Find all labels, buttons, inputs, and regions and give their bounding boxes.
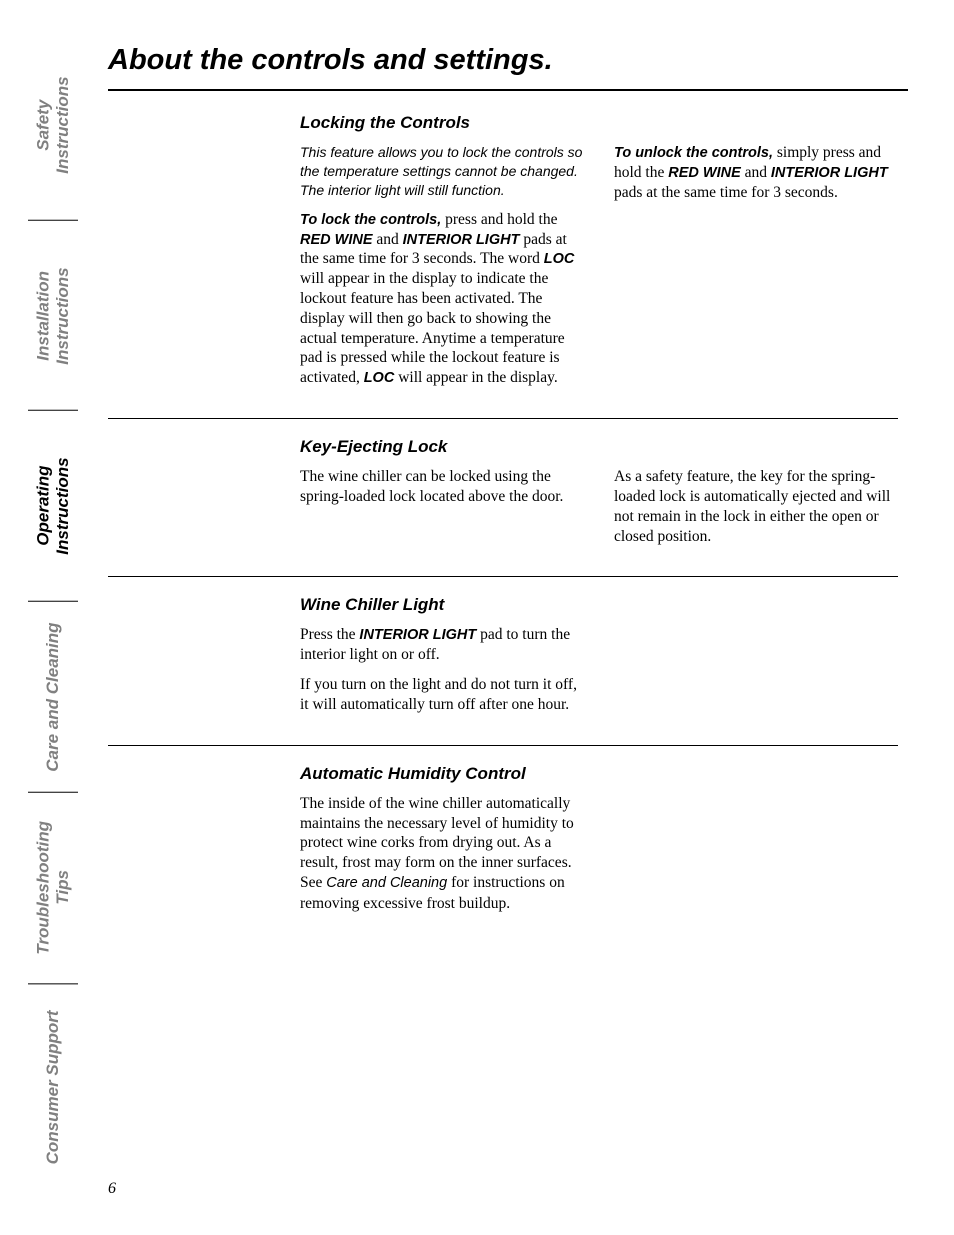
lock-instructions: To lock the controls, press and hold the… [300,210,584,388]
col-left: Press the INTERIOR LIGHT pad to turn the… [300,625,584,724]
heading-locking: Locking the Controls [300,113,898,133]
section-humidity: Automatic Humidity Control The inside of… [108,764,898,924]
unlock-instructions: To unlock the controls, simply press and… [614,143,898,202]
col-right: To unlock the controls, simply press and… [614,143,898,398]
tab-label: OperatingInstructions [33,458,72,555]
col-left: This feature allows you to lock the cont… [300,143,584,398]
section-light: Wine Chiller Light Press the INTERIOR LI… [108,595,898,724]
heading-light: Wine Chiller Light [300,595,898,615]
heading-humidity: Automatic Humidity Control [300,764,898,784]
key-right-text: As a safety feature, the key for the spr… [614,467,898,546]
heading-key: Key-Ejecting Lock [300,437,898,457]
side-tabs: Safety Instructions InstallationInstruct… [28,30,78,1190]
tab-consumer[interactable]: Consumer Support [28,983,78,1190]
page-number: 6 [108,1180,116,1198]
tab-care[interactable]: Care and Cleaning [28,601,78,792]
key-left-text: The wine chiller can be locked using the… [300,467,584,507]
rule [108,576,898,577]
col-right: As a safety feature, the key for the spr… [614,467,898,556]
main-content: About the controls and settings. Locking… [108,44,908,923]
col-right [614,625,898,724]
light-p2: If you turn on the light and do not turn… [300,675,584,715]
section-locking: Locking the Controls This feature allows… [108,113,898,398]
tab-safety[interactable]: Safety Instructions [28,30,78,220]
col-left: The inside of the wine chiller automatic… [300,794,584,924]
col-left: The wine chiller can be locked using the… [300,467,584,556]
title-rule [108,89,908,91]
page-title: About the controls and settings. [108,44,908,77]
rule [108,418,898,419]
tab-installation[interactable]: InstallationInstructions [28,220,78,411]
section-key: Key-Ejecting Lock The wine chiller can b… [108,437,898,556]
tab-operating[interactable]: OperatingInstructions [28,410,78,601]
intro-text: This feature allows you to lock the cont… [300,143,584,200]
humidity-text: The inside of the wine chiller automatic… [300,794,584,914]
tab-label: InstallationInstructions [33,267,72,364]
tab-troubleshooting[interactable]: Troubleshooting Tips [28,792,78,983]
col-right [614,794,898,924]
light-p1: Press the INTERIOR LIGHT pad to turn the… [300,625,584,665]
rule [108,745,898,746]
